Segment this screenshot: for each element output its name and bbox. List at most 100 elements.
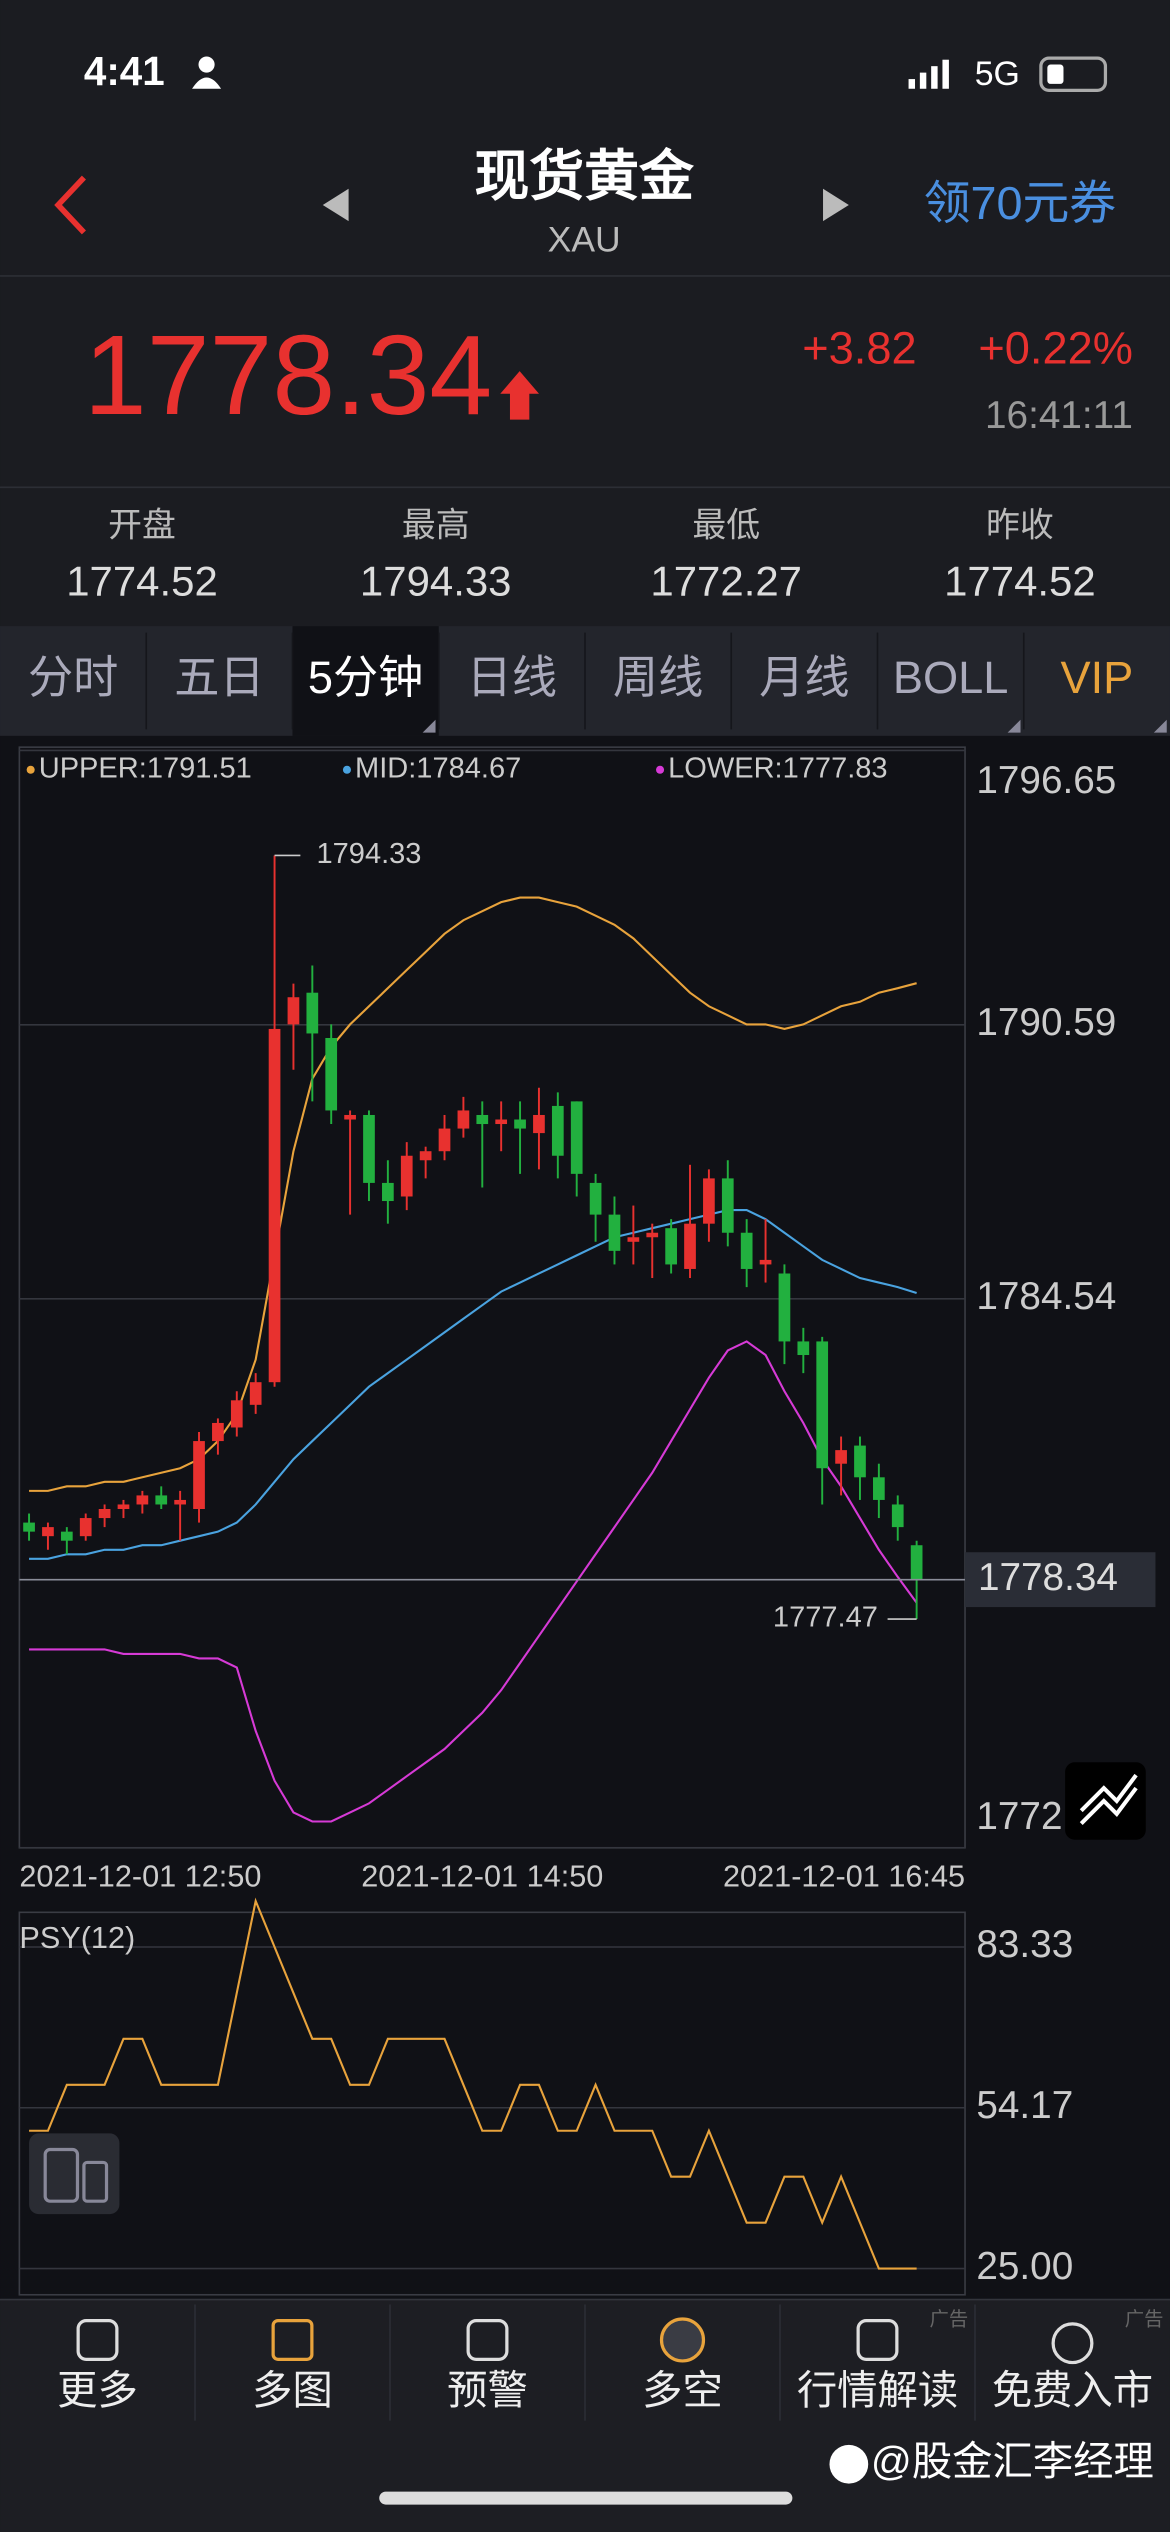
tab[interactable]: BOLL [893, 652, 1009, 703]
candle-body [816, 1341, 829, 1469]
legend-label: MID:1784.67 [355, 752, 521, 784]
nav-label[interactable]: 多图 [252, 2367, 333, 2413]
nav-label[interactable]: 预警 [447, 2367, 528, 2413]
nav-label[interactable]: 更多 [57, 2367, 138, 2413]
min-label: 1777.47 [773, 1602, 878, 1634]
candle-body [703, 1178, 715, 1224]
rotate-button[interactable] [29, 2133, 120, 2215]
candle-body [740, 1232, 753, 1269]
candle-body [268, 1028, 281, 1383]
candle-body [212, 1422, 224, 1442]
candle-body [419, 1151, 432, 1161]
status-time: 4:41 [84, 48, 165, 94]
promo-link[interactable]: 领70元券 [924, 177, 1116, 229]
candle-body [646, 1232, 659, 1238]
home-indicator [379, 2491, 793, 2505]
tab-corner [1153, 719, 1167, 733]
band-line [29, 1340, 918, 1823]
tab[interactable]: 5分钟 [308, 652, 423, 703]
y-tick-label: 1796.65 [976, 759, 1116, 802]
tab[interactable]: 五日 [174, 652, 264, 703]
network-label: 5G [975, 55, 1020, 93]
nav-icon [466, 2318, 509, 2361]
candle-body [400, 1155, 413, 1197]
quote-time: 16:41:11 [985, 394, 1133, 437]
signal-icon [908, 59, 949, 89]
candle-body [136, 1495, 149, 1505]
rotate-icon [82, 2160, 109, 2203]
candle-body [797, 1341, 810, 1356]
stat-value: 1772.27 [650, 557, 802, 604]
candle-body [835, 1450, 847, 1464]
tab[interactable]: 分时 [28, 652, 118, 703]
candle-body [665, 1228, 677, 1265]
candle-body [873, 1477, 885, 1500]
nav-icon [76, 2318, 119, 2361]
stat-label: 最低 [692, 507, 760, 545]
tab-corner [422, 719, 436, 733]
chart-tool-icon [1079, 1773, 1138, 1825]
tab-corner [1007, 719, 1021, 733]
candle-body [249, 1382, 262, 1405]
prev-button[interactable] [322, 188, 349, 222]
candle-body [608, 1214, 621, 1251]
candle-body [684, 1223, 696, 1269]
candle-body [60, 1531, 73, 1541]
last-price: 1778.34 [84, 312, 492, 438]
candle-body [759, 1259, 772, 1265]
person-icon [192, 77, 222, 89]
stat-value: 1794.33 [360, 557, 512, 604]
candle-body [117, 1504, 130, 1509]
tab[interactable]: VIP [1060, 652, 1133, 703]
candle-body [23, 1522, 35, 1532]
nav-label[interactable]: 免费入市 [992, 2367, 1153, 2413]
candle-body [98, 1508, 111, 1519]
tab[interactable]: 日线 [467, 652, 557, 703]
nav-label[interactable]: 多空 [642, 2367, 723, 2413]
nav-label[interactable]: 行情解读 [797, 2367, 958, 2413]
legend-label: LOWER:1777.83 [668, 752, 887, 784]
candle-body [551, 1105, 564, 1156]
y-tick-label: 1784.54 [976, 1275, 1116, 1318]
stats: 开盘 1774.52 最高 1794.33 最低 1772.27 昨收 1774.52 [66, 507, 1095, 605]
next-button[interactable] [823, 188, 849, 222]
nav-icon [1051, 2322, 1094, 2365]
stat-label: 开盘 [108, 507, 176, 545]
candle-body [891, 1504, 904, 1528]
price-change-pct: +0.22% [978, 323, 1132, 374]
y-tick-label: 1790.59 [976, 1001, 1116, 1044]
nav-icon [271, 2318, 314, 2361]
candle-body [325, 1037, 338, 1111]
candle-body [627, 1237, 640, 1242]
tab[interactable]: 月线 [759, 652, 849, 703]
candle-body [457, 1110, 470, 1129]
candle-body [721, 1178, 734, 1233]
chart-background [0, 735, 1170, 2300]
watermark: @股金汇李经理 [871, 2438, 1154, 2484]
candle-body [438, 1128, 451, 1152]
candle-body [589, 1182, 602, 1215]
bottom-nav: 更多 多图 预警 多空 行情解读 免费入市 [57, 2304, 1153, 2421]
nav-icon [659, 2317, 706, 2363]
back-button[interactable] [54, 175, 86, 235]
candle-body [778, 1273, 791, 1342]
candle-body [42, 1527, 54, 1537]
candle-body [533, 1114, 545, 1134]
candle-body [363, 1114, 375, 1183]
tab[interactable]: 周线 [613, 652, 703, 703]
candle-body [79, 1518, 92, 1537]
candle-body [910, 1545, 923, 1580]
candle-body [476, 1114, 489, 1125]
stat-value: 1774.52 [944, 557, 1096, 604]
stat-label: 最高 [402, 507, 470, 545]
stat-label: 昨收 [986, 507, 1054, 545]
battery-level [1047, 64, 1064, 84]
battery [1039, 56, 1108, 92]
x-tick-label: 2021-12-01 12:50 [19, 1860, 261, 1894]
price-change: +3.82 [802, 323, 916, 374]
candle-body [230, 1400, 243, 1428]
legend-marker [26, 765, 35, 774]
x-tick-label: 2021-12-01 16:45 [723, 1860, 965, 1894]
